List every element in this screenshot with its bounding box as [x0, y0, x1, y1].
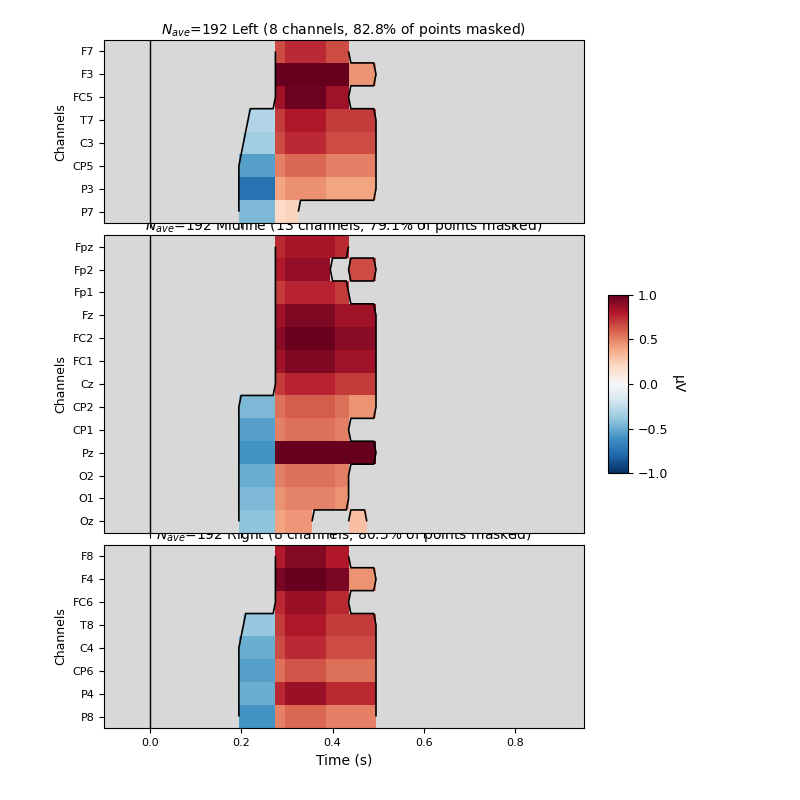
Title: $N_{ave}$=192 Left (8 channels, 82.8% of points masked): $N_{ave}$=192 Left (8 channels, 82.8% of…: [162, 22, 526, 39]
Y-axis label: Channels: Channels: [54, 355, 67, 413]
Y-axis label: Channels: Channels: [54, 102, 67, 161]
Y-axis label: Channels: Channels: [54, 607, 67, 666]
Title: $N_{ave}$=192 Midline (13 channels, 79.1% of points masked): $N_{ave}$=192 Midline (13 channels, 79.1…: [146, 217, 542, 234]
X-axis label: Time (s): Time (s): [316, 754, 372, 767]
Title: $N_{ave}$=192 Right (8 channels, 80.5% of points masked): $N_{ave}$=192 Right (8 channels, 80.5% o…: [156, 526, 532, 544]
Y-axis label: μV: μV: [671, 375, 685, 393]
